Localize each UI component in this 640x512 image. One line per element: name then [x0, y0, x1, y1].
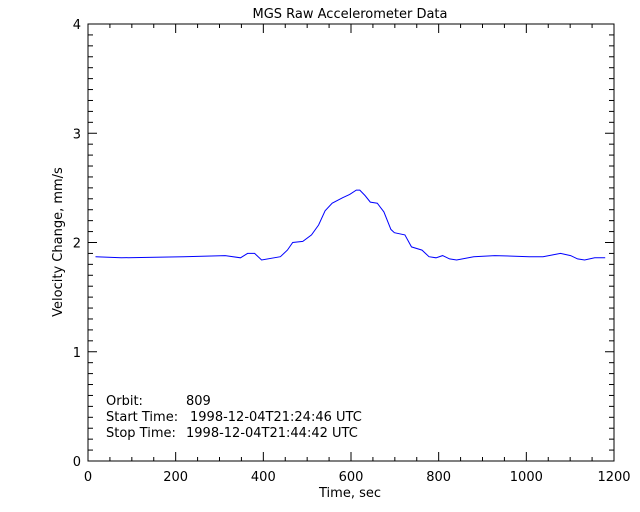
y-tick-label: 1: [73, 346, 81, 361]
x-tick-label: 1200: [597, 470, 630, 485]
plot-frame: [87, 23, 615, 462]
chart-title: MGS Raw Accelerometer Data: [252, 7, 447, 22]
x-tick-labels: 0 200 400 600 800 1000 1200: [84, 470, 631, 485]
x-tick-label: 600: [339, 470, 364, 485]
y-axis-label: Velocity Change, mm/s: [51, 167, 66, 317]
orbit-label: Orbit:: [106, 394, 143, 409]
x-tick-label: 800: [426, 470, 451, 485]
orbit-value: 809: [186, 394, 211, 409]
data-series-line: [95, 189, 606, 261]
y-tick-labels: 0 1 2 3 4: [73, 18, 81, 470]
y-tick-label: 3: [73, 127, 81, 142]
x-tick-label: 1000: [510, 470, 543, 485]
y-tick-label: 2: [73, 237, 81, 252]
start-time-value: 1998-12-04T21:24:46 UTC: [190, 410, 362, 425]
stop-time-label: Stop Time:: [106, 426, 176, 441]
axis-ticks: [87, 23, 615, 462]
y-tick-label: 4: [73, 18, 81, 33]
stop-time-value: 1998-12-04T21:44:42 UTC: [186, 426, 358, 441]
info-annotation: Orbit: 809 Start Time: 1998-12-04T21:24:…: [106, 394, 362, 441]
y-tick-label: 0: [73, 455, 81, 470]
start-time-label: Start Time:: [106, 410, 178, 425]
x-tick-label: 400: [251, 470, 276, 485]
x-axis-label: Time, sec: [318, 486, 381, 501]
x-tick-label: 200: [163, 470, 188, 485]
x-tick-label: 0: [84, 470, 92, 485]
